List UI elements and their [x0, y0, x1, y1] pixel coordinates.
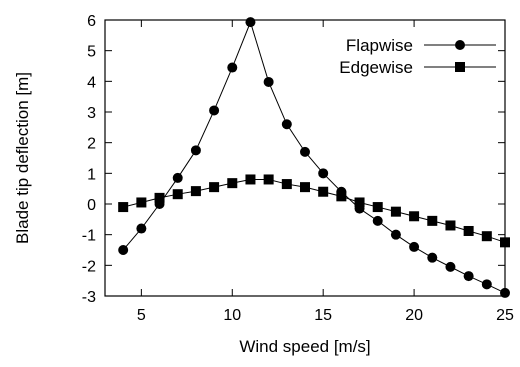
- edgewise-point: [481, 231, 492, 242]
- edgewise-point: [227, 178, 238, 189]
- edgewise-point: [500, 237, 510, 248]
- x-tick-label: 5: [137, 307, 146, 324]
- flapwise-point: [172, 172, 183, 183]
- edgewise-point: [281, 179, 292, 190]
- edgewise-point: [209, 182, 220, 193]
- flapwise-point: [136, 223, 147, 234]
- x-tick-label: 15: [314, 307, 332, 324]
- edgewise-point: [409, 211, 420, 222]
- flapwise-point: [481, 279, 492, 290]
- edgewise-point: [118, 202, 129, 213]
- x-tick-label: 25: [496, 307, 514, 324]
- y-tick-label: -1: [82, 228, 96, 245]
- flapwise-point: [390, 229, 401, 240]
- edgewise-point: [427, 215, 438, 226]
- axis-ticks: -3 -2 -1 0 1 2 3 4 5 6 5 10 15 20 25: [82, 13, 514, 324]
- y-tick-label: 1: [87, 166, 96, 183]
- x-tick-label: 20: [405, 307, 423, 324]
- plot-area-frame: [104, 19, 506, 297]
- y-tick-label: 4: [87, 74, 96, 91]
- flapwise-point: [245, 17, 256, 28]
- edgewise-point: [190, 186, 201, 197]
- legend-label-edgewise: Edgewise: [339, 58, 413, 77]
- y-tick-label: 2: [87, 136, 96, 153]
- flapwise-point: [409, 241, 420, 252]
- y-tick-label: 5: [87, 44, 96, 61]
- flapwise-point: [427, 252, 438, 263]
- y-tick-label: 3: [87, 105, 96, 122]
- x-tick-label: 10: [223, 307, 241, 324]
- edgewise-point: [336, 191, 347, 202]
- flapwise-point: [190, 145, 201, 156]
- y-tick-label: 0: [87, 197, 96, 214]
- legend-marker-edgewise: [455, 62, 465, 72]
- flapwise-point: [445, 261, 456, 272]
- series-layer: [118, 17, 510, 298]
- flapwise-point: [463, 271, 474, 282]
- edgewise-point: [136, 197, 147, 208]
- edgewise-point: [245, 174, 256, 185]
- edgewise-point: [445, 220, 456, 231]
- edgewise-point: [300, 182, 310, 193]
- flapwise-point: [263, 76, 274, 87]
- legend-marker-flapwise: [455, 40, 465, 50]
- flapwise-point: [118, 245, 129, 255]
- flapwise-point: [300, 146, 310, 157]
- edgewise-point: [263, 174, 274, 185]
- edgewise-point: [354, 197, 365, 208]
- edgewise-point: [390, 206, 401, 217]
- edgewise-point: [154, 192, 165, 203]
- edgewise-point: [318, 186, 329, 197]
- flapwise-line: [122, 20, 506, 294]
- flapwise-point: [227, 62, 238, 73]
- flapwise-point: [281, 119, 292, 130]
- edgewise-point: [372, 202, 383, 213]
- flapwise-point: [372, 215, 383, 226]
- legend: Flapwise Edgewise: [339, 36, 496, 77]
- y-tick-label: -2: [82, 258, 96, 275]
- edgewise-series: [118, 174, 510, 248]
- flapwise-point: [209, 105, 220, 116]
- edgewise-point: [463, 225, 474, 236]
- edgewise-line: [123, 178, 506, 243]
- legend-label-flapwise: Flapwise: [346, 36, 413, 55]
- y-axis-label: Blade tip deflection [m]: [13, 72, 32, 244]
- edgewise-point: [172, 189, 183, 200]
- y-tick-label: -3: [82, 289, 96, 306]
- y-tick-label: 6: [87, 13, 96, 30]
- flapwise-series: [118, 17, 510, 298]
- flapwise-point: [500, 287, 510, 298]
- flapwise-point: [318, 168, 329, 179]
- x-axis-label: Wind speed [m/s]: [239, 337, 370, 356]
